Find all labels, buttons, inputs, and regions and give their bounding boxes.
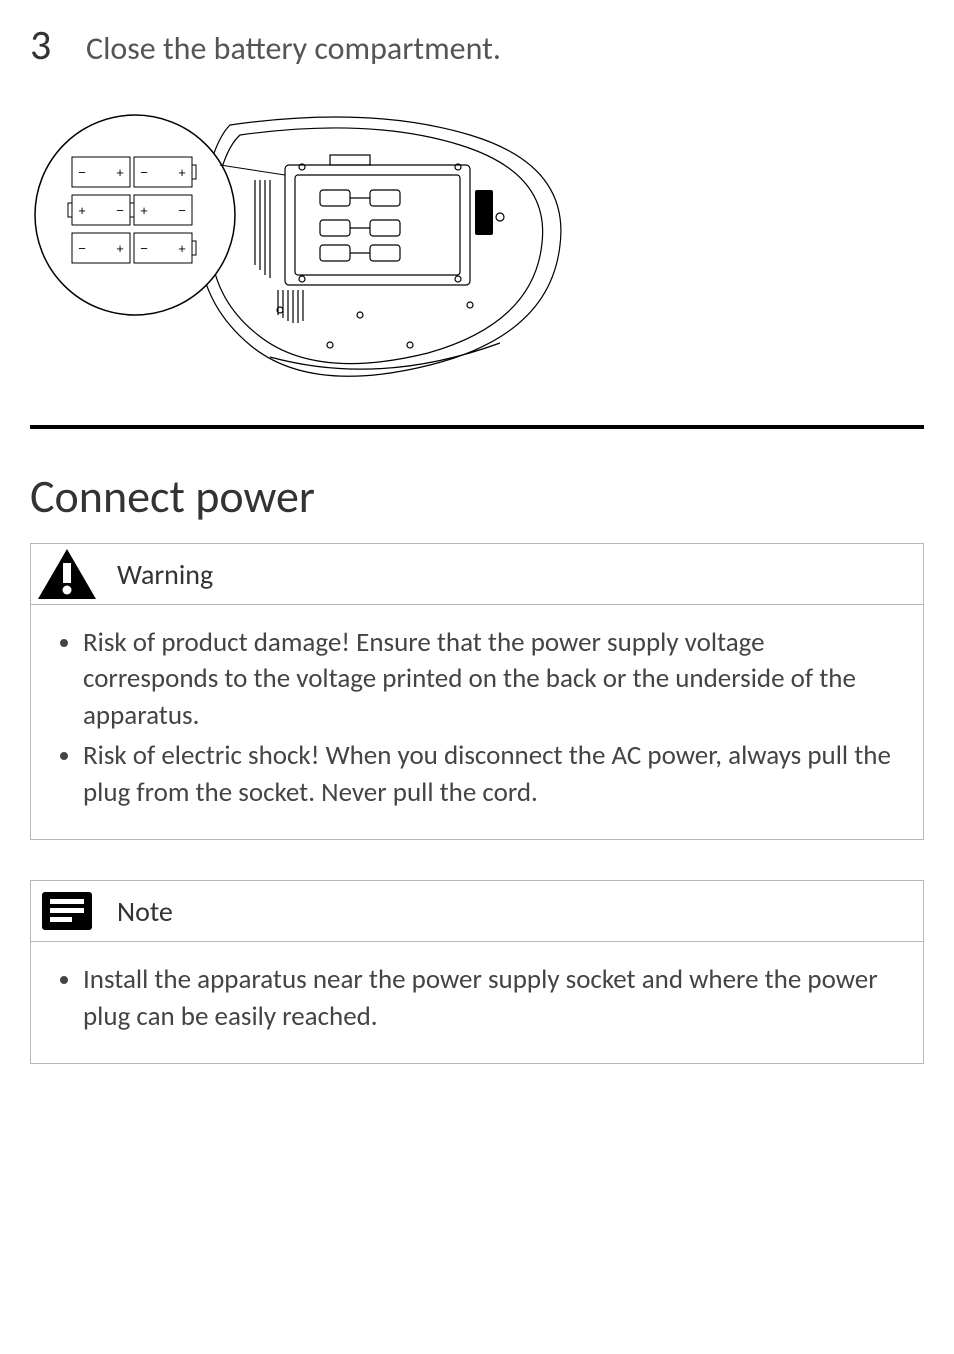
battery-diagram: − + − + + − + − − + − + — [30, 95, 924, 385]
cell-4-l: − — [78, 241, 86, 256]
note-header: Note — [31, 881, 923, 941]
note-callout: Note Install the apparatus near the powe… — [30, 880, 924, 1064]
cell-2-l: + — [78, 203, 86, 218]
cell-1-l: − — [140, 165, 148, 180]
warning-item: Risk of electric shock! When you disconn… — [83, 738, 899, 811]
warning-title: Warning — [117, 557, 213, 592]
cell-5-r: + — [178, 241, 186, 256]
cell-3-l: + — [140, 203, 148, 218]
warning-icon — [31, 544, 103, 604]
warning-header: Warning — [31, 544, 923, 604]
cell-0-r: + — [116, 165, 124, 180]
warning-body: Risk of product damage! Ensure that the … — [31, 605, 923, 839]
note-item: Install the apparatus near the power sup… — [83, 962, 899, 1035]
section-rule — [30, 425, 924, 429]
section-heading: Connect power — [30, 469, 924, 525]
note-body: Install the apparatus near the power sup… — [31, 942, 923, 1063]
cell-3-r: − — [178, 203, 186, 218]
cell-2-r: − — [116, 203, 124, 218]
cell-4-r: + — [116, 241, 124, 256]
cell-5-l: − — [140, 241, 148, 256]
note-icon — [31, 881, 103, 941]
warning-item: Risk of product damage! Ensure that the … — [83, 625, 899, 734]
step-number: 3 — [30, 20, 54, 71]
cell-1-r: + — [178, 165, 186, 180]
note-title: Note — [117, 894, 173, 929]
step-text: Close the battery compartment. — [86, 29, 501, 68]
diagram-svg: − + − + + − + − − + − + — [30, 95, 590, 385]
step-row: 3 Close the battery compartment. — [30, 20, 924, 71]
cell-0-l: − — [78, 165, 86, 180]
warning-callout: Warning Risk of product damage! Ensure t… — [30, 543, 924, 840]
